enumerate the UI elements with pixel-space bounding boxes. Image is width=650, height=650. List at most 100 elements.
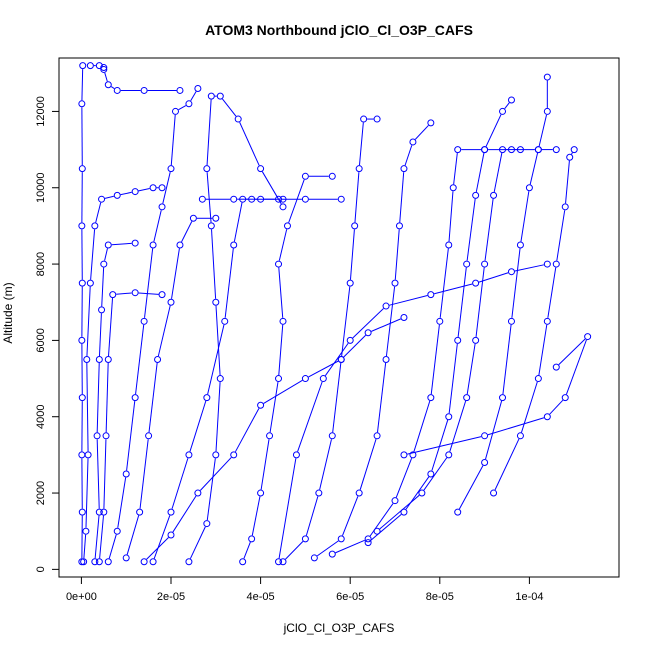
- series-segment: [263, 379, 303, 404]
- data-point: [239, 558, 247, 566]
- data-point: [207, 92, 215, 100]
- data-point: [481, 146, 489, 154]
- series-trace: [80, 184, 166, 566]
- series-segment: [90, 229, 96, 280]
- series-segment: [394, 229, 400, 280]
- data-point: [230, 451, 238, 459]
- data-point: [131, 394, 139, 402]
- data-point: [149, 241, 157, 249]
- series-segment: [335, 539, 366, 554]
- data-point: [279, 203, 287, 211]
- series-segment: [207, 324, 225, 395]
- x-tick-label: 1e-04: [515, 591, 543, 603]
- series-segment: [395, 457, 413, 498]
- series-segment: [101, 267, 105, 307]
- data-point: [185, 558, 193, 566]
- series-segment: [430, 324, 440, 395]
- data-point: [355, 489, 363, 497]
- series-segment: [549, 399, 564, 415]
- series-trace: [279, 115, 381, 566]
- series-segment: [413, 400, 431, 452]
- data-point: [113, 191, 121, 199]
- data-point: [525, 184, 533, 192]
- data-point: [203, 520, 211, 528]
- series-segment: [485, 400, 503, 460]
- series-segment: [126, 401, 136, 471]
- series-trace: [122, 214, 220, 562]
- series-segment: [170, 114, 176, 166]
- series-segment: [359, 438, 377, 490]
- data-point: [95, 62, 103, 70]
- series-segment: [260, 439, 270, 490]
- data-point: [230, 195, 238, 203]
- series-segment: [431, 419, 449, 471]
- series-segment: [439, 248, 449, 318]
- series-segment: [153, 210, 162, 242]
- series-segment: [99, 515, 104, 559]
- series-segment: [95, 202, 102, 223]
- data-point: [131, 289, 139, 297]
- series-trace: [364, 96, 515, 547]
- data-point: [499, 394, 507, 402]
- data-point: [167, 531, 175, 539]
- data-point: [449, 184, 457, 192]
- data-point: [499, 146, 507, 154]
- data-point: [216, 92, 224, 100]
- data-point: [337, 355, 345, 363]
- data-point: [86, 62, 94, 70]
- data-point: [212, 298, 220, 306]
- series-trace: [490, 146, 578, 497]
- series-segment: [139, 439, 149, 509]
- series-segment: [117, 477, 127, 528]
- data-point: [499, 107, 507, 115]
- series-segment: [239, 122, 260, 166]
- series-trace: [310, 119, 435, 562]
- series-segment: [285, 540, 304, 560]
- series-trace: [95, 289, 166, 566]
- series-segment: [475, 152, 485, 193]
- data-point: [102, 432, 110, 440]
- data-point: [543, 107, 551, 115]
- series-segment: [514, 264, 545, 272]
- x-axis-label: jClO_Cl_O3P_CAFS: [283, 621, 395, 635]
- series-segment: [83, 534, 87, 559]
- data-point: [570, 146, 578, 154]
- series-segment: [162, 171, 171, 204]
- series-segment: [278, 458, 297, 559]
- series-segment: [405, 476, 430, 510]
- data-point: [234, 115, 242, 123]
- data-point: [104, 355, 112, 363]
- data-point: [248, 195, 256, 203]
- data-point: [122, 554, 130, 562]
- data-point: [198, 195, 206, 203]
- series-segment: [146, 537, 169, 560]
- series-segment: [389, 294, 428, 306]
- data-point: [78, 336, 86, 344]
- data-point: [472, 191, 480, 199]
- data-point: [463, 394, 471, 402]
- x-tick-label: 4e-05: [247, 591, 275, 603]
- y-tick-label: 6000: [35, 328, 47, 352]
- data-point: [230, 241, 238, 249]
- data-point: [391, 497, 399, 505]
- series-segment: [504, 102, 510, 109]
- series-trace: [78, 62, 108, 566]
- series-segment: [206, 172, 212, 223]
- data-point: [507, 317, 515, 325]
- series-segment: [520, 191, 530, 242]
- x-tick-label: 6e-05: [336, 591, 364, 603]
- series-segment: [96, 362, 100, 433]
- data-point: [552, 363, 560, 371]
- data-point: [427, 119, 435, 127]
- data-point: [167, 508, 175, 516]
- data-point: [167, 165, 175, 173]
- data-point: [91, 558, 99, 566]
- series-segment: [379, 494, 420, 530]
- series-segment: [105, 362, 109, 433]
- data-point: [140, 558, 148, 566]
- data-point: [552, 146, 560, 154]
- data-point: [328, 432, 336, 440]
- data-point: [104, 241, 112, 249]
- series-segment: [453, 153, 458, 185]
- data-point: [400, 165, 408, 173]
